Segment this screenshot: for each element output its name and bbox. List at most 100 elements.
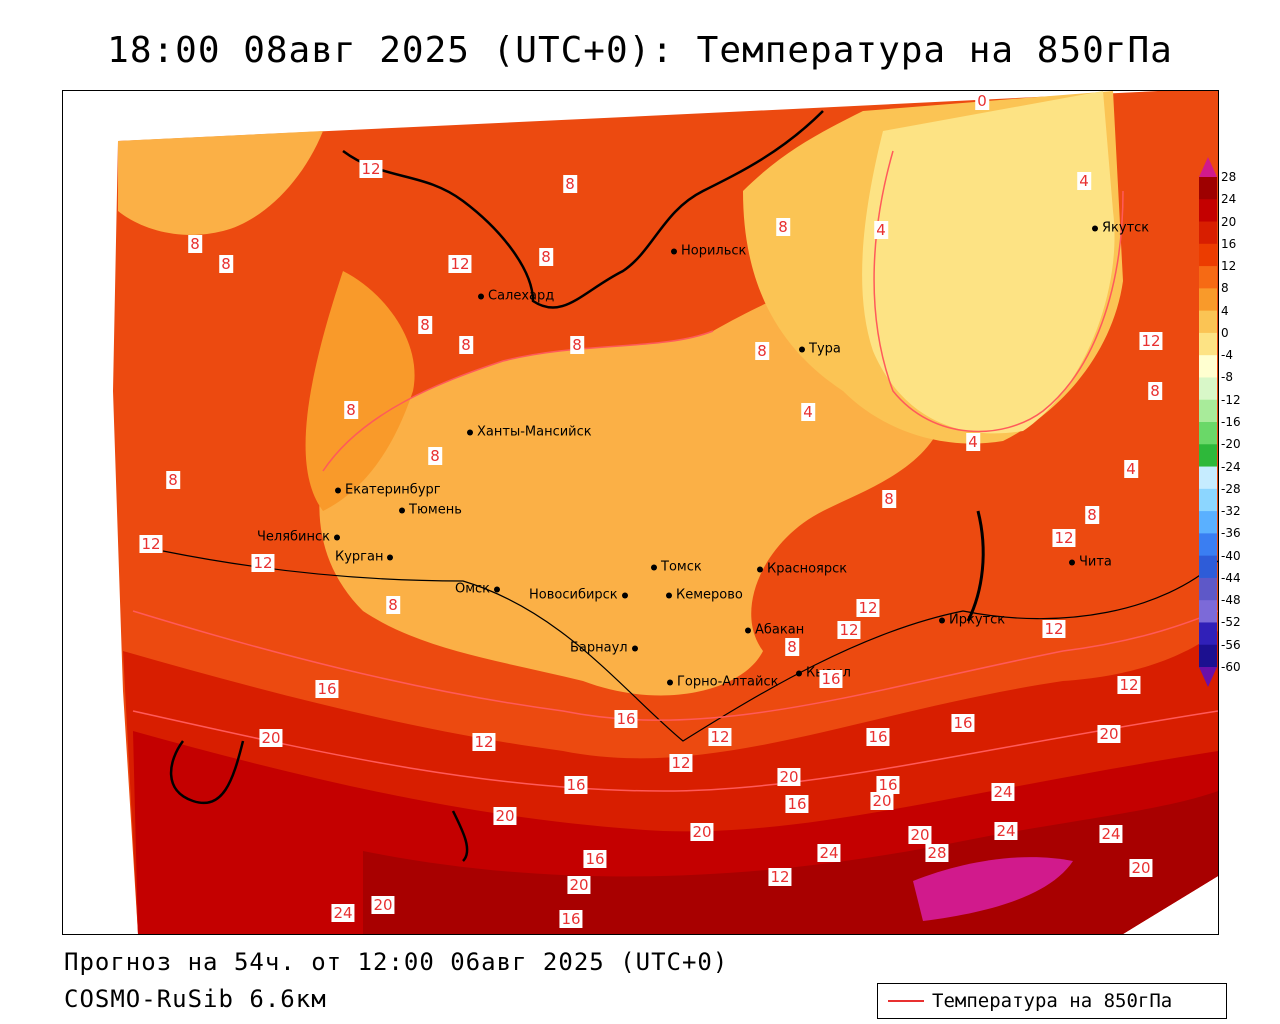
contour-label: 20 bbox=[567, 876, 591, 894]
city-marker-icon bbox=[939, 617, 945, 623]
map-canvas bbox=[113, 91, 1218, 934]
city-name: Екатеринбург bbox=[345, 482, 441, 498]
contour-label: 24 bbox=[817, 844, 841, 862]
city-tyumen: Тюмень bbox=[399, 503, 462, 518]
contour-label: 12 bbox=[856, 599, 880, 617]
contour-label: 12 bbox=[251, 554, 275, 572]
contour-label: 8 bbox=[166, 471, 180, 489]
scale-swatch bbox=[1199, 577, 1217, 601]
city-tomsk: Томск bbox=[651, 560, 702, 575]
scale-tick-label: -52 bbox=[1221, 615, 1241, 630]
contour-label: 16 bbox=[559, 910, 583, 928]
scale-tick-label: -32 bbox=[1221, 504, 1241, 519]
scale-swatch bbox=[1199, 177, 1217, 200]
scale-swatch bbox=[1199, 310, 1217, 334]
model-name: COSMO-RuSib 6.6км bbox=[64, 985, 327, 1013]
scale-tick-label: -24 bbox=[1221, 459, 1241, 474]
contour-label: 12 bbox=[708, 728, 732, 746]
scale-tick-label: 28 bbox=[1221, 170, 1237, 184]
contour-label: 24 bbox=[991, 783, 1015, 801]
scale-tick-label: -44 bbox=[1221, 570, 1241, 585]
contour-label: 8 bbox=[882, 490, 896, 508]
contour-label: 20 bbox=[1129, 859, 1153, 877]
city-name: Горно-Алтайск bbox=[677, 674, 779, 690]
contour-label: 12 bbox=[768, 868, 792, 886]
temperature-map: Норильск Якутск Салехард Тура Ханты-Манс… bbox=[62, 90, 1219, 935]
contour-label: 16 bbox=[614, 710, 638, 728]
city-marker-icon bbox=[757, 566, 763, 572]
contour-label: 16 bbox=[819, 670, 843, 688]
scale-swatch bbox=[1199, 221, 1217, 245]
contour-label: 8 bbox=[188, 235, 202, 253]
contour-label: 8 bbox=[785, 638, 799, 656]
scale-swatch bbox=[1199, 355, 1217, 378]
city-yekaterinburg: Екатеринбург bbox=[335, 483, 441, 498]
arctic-coast bbox=[342, 110, 824, 309]
scale-swatch bbox=[1199, 555, 1217, 579]
contour-label: 4 bbox=[1077, 172, 1091, 190]
city-name: Абакан bbox=[755, 622, 805, 638]
scale-swatch bbox=[1199, 266, 1217, 289]
scale-tick-label: -56 bbox=[1221, 637, 1241, 652]
contour-label: 8 bbox=[344, 401, 358, 419]
contour-label: 12 bbox=[1117, 676, 1141, 694]
scale-tick-label: 4 bbox=[1221, 303, 1229, 318]
city-name: Барнаул bbox=[570, 640, 628, 656]
city-name: Ханты-Мансийск bbox=[477, 424, 592, 440]
scale-swatch bbox=[1199, 600, 1217, 623]
city-name: Челябинск bbox=[257, 529, 331, 545]
contour-label: 20 bbox=[259, 729, 283, 747]
scale-max-arrow bbox=[1199, 157, 1217, 177]
scale-tick-label: -28 bbox=[1221, 481, 1241, 496]
contour-label: 20 bbox=[690, 823, 714, 841]
contour-label: 16 bbox=[876, 776, 900, 794]
city-marker-icon bbox=[494, 586, 501, 592]
city-salekhard: Салехард bbox=[478, 289, 554, 304]
contour-label: 24 bbox=[994, 822, 1018, 840]
scale-tick-label: -16 bbox=[1221, 415, 1241, 429]
city-tura: Тура bbox=[799, 342, 841, 357]
city-marker-icon bbox=[796, 670, 802, 676]
city-name: Норильск bbox=[681, 243, 747, 259]
scale-swatch bbox=[1199, 644, 1217, 668]
city-marker-icon bbox=[745, 627, 751, 633]
city-novosibirsk: Новосибирск bbox=[529, 588, 632, 603]
scale-swatch bbox=[1199, 444, 1217, 468]
contour-label: 8 bbox=[386, 596, 400, 614]
legend-line-swatch bbox=[888, 1000, 924, 1002]
city-name: Новосибирск bbox=[529, 587, 618, 603]
contour-label: 8 bbox=[459, 336, 473, 354]
contour-label: 8 bbox=[418, 316, 432, 334]
contour-label: 4 bbox=[966, 433, 980, 451]
contour-label: 12 bbox=[1052, 529, 1076, 547]
aral-sea bbox=[451, 810, 469, 862]
contour-label: 12 bbox=[1042, 620, 1066, 638]
extreme-zone-28 bbox=[913, 857, 1073, 921]
contour-label: 0 bbox=[975, 92, 989, 110]
contour-label: 8 bbox=[1085, 506, 1099, 524]
caspian-coast bbox=[169, 740, 245, 805]
contour-label: 4 bbox=[874, 221, 888, 239]
scale-tick-label: 0 bbox=[1221, 325, 1229, 340]
scale-tick-label: 20 bbox=[1221, 214, 1237, 229]
city-name: Омск bbox=[455, 581, 491, 597]
map-title: 18:00 08авг 2025 (UTC+0): Температура на… bbox=[107, 30, 1173, 71]
city-chita: Чита bbox=[1069, 555, 1112, 570]
city-name: Тура bbox=[809, 341, 841, 357]
city-marker-icon bbox=[631, 645, 638, 651]
contour-label: 16 bbox=[785, 795, 809, 813]
contour-label: 24 bbox=[1099, 825, 1123, 843]
city-marker-icon bbox=[671, 248, 677, 254]
city-marker-icon bbox=[478, 293, 484, 299]
contour-label: 12 bbox=[359, 160, 383, 178]
scale-swatch bbox=[1199, 511, 1217, 534]
city-marker-icon bbox=[1092, 225, 1098, 231]
city-kurgan: Курган bbox=[335, 550, 397, 565]
contour-label: 20 bbox=[908, 826, 932, 844]
city-norilsk: Норильск bbox=[671, 244, 746, 259]
scale-tick-label: 8 bbox=[1221, 281, 1229, 296]
scale-min-arrow bbox=[1199, 667, 1217, 687]
city-name: Томск bbox=[661, 559, 702, 575]
contour-label: 20 bbox=[777, 768, 801, 786]
city-marker-icon bbox=[335, 487, 341, 493]
